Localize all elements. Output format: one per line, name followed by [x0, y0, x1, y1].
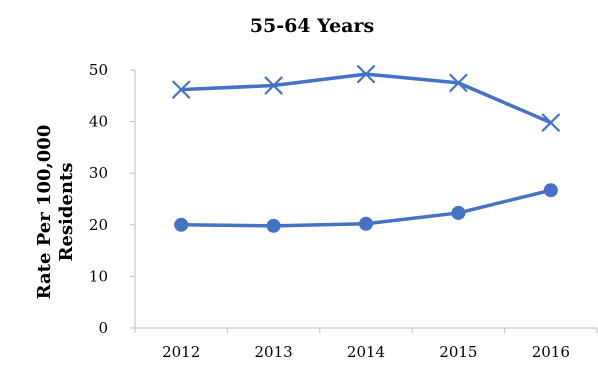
data-point-x: [356, 65, 376, 84]
y-tick-label: 20: [89, 216, 108, 234]
data-point-circle: [451, 205, 466, 220]
y-axis-label-line-2: Residents: [56, 163, 77, 262]
data-point-x: [172, 80, 191, 99]
data-point-circle: [359, 216, 373, 231]
y-tick-label: 40: [89, 113, 108, 131]
x-tick-label: 2014: [347, 343, 385, 361]
x-tick-label: 2015: [439, 343, 477, 361]
y-tick-labels: 0 10 20 30 40 50: [89, 61, 135, 337]
x-tick-label: 2016: [532, 343, 570, 361]
y-axis-label: Rate Per 100,000 Residents: [34, 125, 77, 300]
series-line-x-marker: [179, 72, 553, 125]
x-tick-labels: 2012 2013 2014 2015 2016: [134, 328, 598, 361]
data-point-circle: [174, 217, 189, 232]
y-tick-label: 50: [89, 61, 108, 79]
data-point-circle: [543, 183, 558, 198]
data-point-x: [264, 76, 283, 95]
chart-title: 55-64 Years: [250, 15, 374, 37]
y-tick-label: 30: [89, 164, 108, 182]
data-point-x: [449, 73, 468, 93]
y-axis-label-line-1: Rate Per 100,000: [34, 125, 55, 300]
data-point-x: [541, 113, 560, 132]
y-tick-label: 10: [89, 267, 108, 285]
data-point-circle: [266, 218, 281, 233]
x-tick-label: 2012: [162, 343, 200, 361]
y-tick-label: 0: [98, 319, 108, 337]
series-layer: [172, 65, 560, 233]
x-tick-label: 2013: [255, 343, 293, 361]
